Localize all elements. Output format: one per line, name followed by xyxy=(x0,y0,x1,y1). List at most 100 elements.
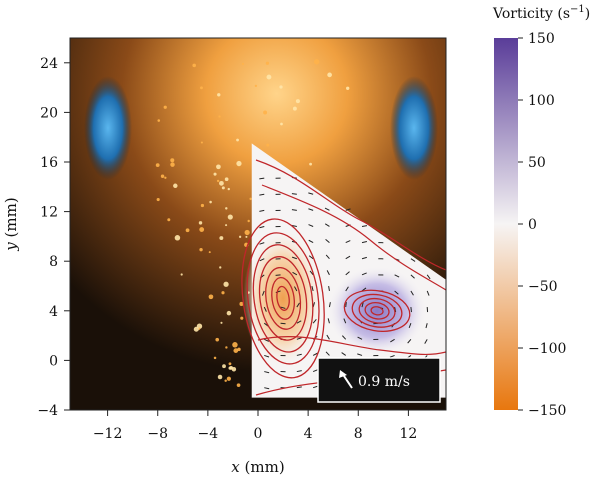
positive-vorticity-patch xyxy=(327,265,428,356)
velocity-scale-label: 0.9 m/s xyxy=(358,374,410,390)
spark xyxy=(217,374,223,380)
spark xyxy=(200,86,203,90)
y-tick-label: −4 xyxy=(37,403,58,419)
velocity-vector xyxy=(361,272,367,276)
velocity-vector xyxy=(275,274,281,276)
velocity-vector xyxy=(312,319,317,324)
spark xyxy=(215,337,220,342)
velocity-vector xyxy=(259,258,265,262)
spark xyxy=(173,183,178,189)
spark xyxy=(240,316,244,320)
spark xyxy=(193,326,199,332)
x-tick-label: −4 xyxy=(198,426,219,442)
velocity-vector xyxy=(328,285,330,292)
y-tick-label: 12 xyxy=(40,205,58,221)
spark xyxy=(223,281,229,287)
colorbar-ticks: 150 100 50 0 −50 −100 −150 xyxy=(518,31,566,419)
spark xyxy=(309,162,312,166)
velocity-vector xyxy=(263,306,267,312)
velocity-vector xyxy=(259,209,265,212)
y-tick-label: 16 xyxy=(40,155,58,171)
colorbar-bar xyxy=(494,38,518,410)
velocity-vector xyxy=(389,354,395,358)
spark xyxy=(213,172,217,176)
velocity-vector xyxy=(296,320,302,324)
spark xyxy=(239,301,244,306)
colorbar-tick-label: 0 xyxy=(528,217,537,233)
x-axis-title: x (mm) xyxy=(231,458,284,476)
velocity-vector xyxy=(308,239,314,244)
spark xyxy=(219,266,222,269)
x-tick-label: −12 xyxy=(93,426,123,442)
streamline-loop xyxy=(358,297,396,324)
velocity-vector xyxy=(308,224,314,227)
spark xyxy=(224,177,229,182)
velocity-vector xyxy=(259,242,265,245)
velocity-scale-arrowhead xyxy=(339,370,347,378)
y-axis-title: y (mm) xyxy=(2,197,20,251)
velocity-vector xyxy=(345,240,351,244)
spark xyxy=(218,115,221,118)
spark xyxy=(226,310,232,316)
spark xyxy=(200,141,203,144)
streamline-loop xyxy=(252,244,314,353)
velocity-vector xyxy=(308,255,314,260)
velocity-vector xyxy=(296,302,300,308)
velocity-vector xyxy=(308,192,314,195)
velocity-vector xyxy=(291,193,297,195)
x-tick-label: 4 xyxy=(304,426,313,442)
colorbar-tick-label: 100 xyxy=(528,93,555,109)
spark xyxy=(280,122,283,126)
blue-flame-right xyxy=(390,76,438,180)
velocity-vector xyxy=(345,255,351,260)
spark xyxy=(228,362,232,366)
velocity-vector xyxy=(357,353,363,356)
spark xyxy=(228,366,232,370)
streamline-path xyxy=(261,184,446,291)
velocity-vector xyxy=(264,371,270,374)
spark xyxy=(249,197,252,201)
velocity-vector xyxy=(390,338,395,343)
streamline-loop xyxy=(370,306,384,316)
spark xyxy=(236,383,241,387)
spark xyxy=(155,163,160,167)
velocity-vector xyxy=(345,286,349,292)
velocity-vector xyxy=(394,274,400,278)
spark xyxy=(227,214,233,220)
spark xyxy=(244,229,250,236)
spark xyxy=(236,138,239,142)
spark xyxy=(213,356,217,360)
velocity-vector xyxy=(264,387,270,390)
velocity-vector xyxy=(361,256,367,260)
spark xyxy=(199,247,203,252)
spark xyxy=(225,224,228,227)
velocity-vector xyxy=(259,193,265,196)
streamlines xyxy=(241,159,446,396)
colorbar-tick-label: −100 xyxy=(528,341,566,357)
velocity-vector xyxy=(343,318,347,324)
velocity-vector xyxy=(292,271,298,276)
velocity-vector xyxy=(426,274,431,280)
streamline-loop xyxy=(351,293,403,328)
velocity-vector xyxy=(264,338,270,342)
velocity-vector xyxy=(327,318,330,324)
spark xyxy=(208,251,211,254)
streamline-loop xyxy=(258,256,308,341)
spark xyxy=(216,164,221,170)
streamline-loop xyxy=(276,285,290,311)
x-tick-label: 0 xyxy=(254,426,263,442)
spark xyxy=(226,376,231,381)
velocity-vector xyxy=(326,334,330,340)
velocity-scale-legend: 0.9 m/s xyxy=(317,357,441,403)
colorbar-tick-label: 150 xyxy=(528,31,555,47)
velocity-vector xyxy=(324,207,330,211)
velocity-vector xyxy=(407,338,412,344)
spark xyxy=(180,273,183,276)
x-tick-label: −8 xyxy=(147,426,168,442)
y-tick-label: 4 xyxy=(49,304,58,320)
velocity-scale-box xyxy=(317,357,441,403)
velocity-vector xyxy=(341,335,347,340)
velocity-vector xyxy=(424,339,428,344)
spark xyxy=(263,110,268,115)
